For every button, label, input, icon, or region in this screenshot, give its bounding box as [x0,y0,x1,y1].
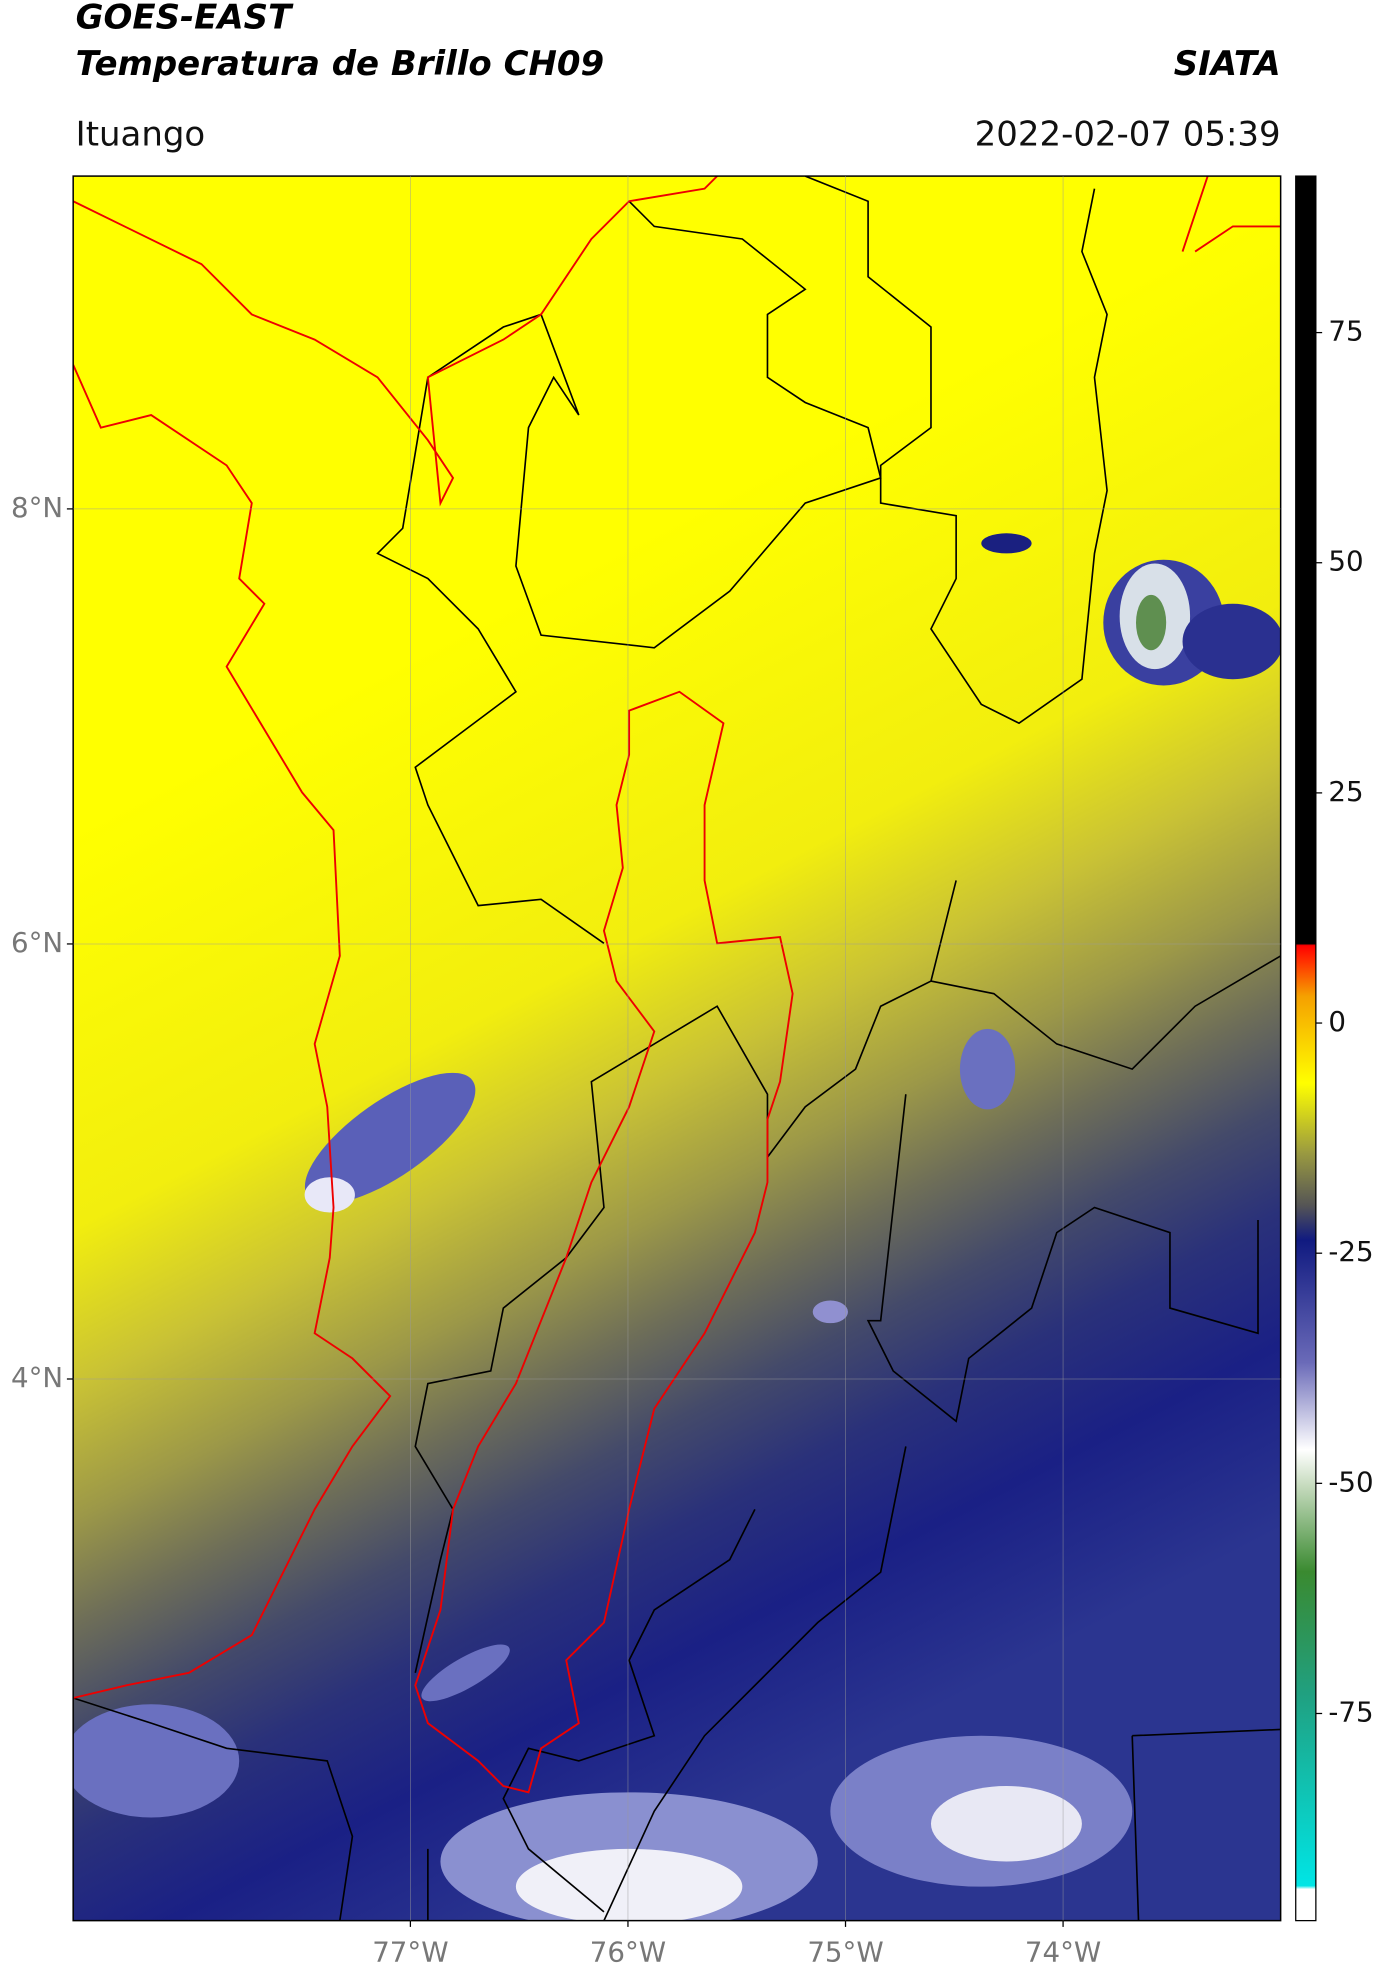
lon-tick-label: 75°W [807,1935,883,1968]
source: SIATA [1174,44,1281,84]
region: Ituango [76,114,206,154]
colorbar-tick-label: 25 [1328,775,1363,808]
lat-tick-label: 8°N [11,491,63,524]
colorbar [1295,175,1317,1922]
colorbar-tick-label: -25 [1328,1235,1373,1268]
colorbar-tick-label: -50 [1328,1465,1373,1498]
graticule: 8°N 6°N 4°N 77°W 76°W 75°W 74°W [11,176,1281,1968]
colorbar-tick-label: 50 [1328,545,1363,578]
colorbar-tick-label: 0 [1328,1005,1346,1038]
lat-tick-label: 6°N [11,926,63,959]
colorbar-ticks: 75 50 25 0 -25 -50 -75 [1315,315,1374,1728]
lon-tick-label: 77°W [372,1935,448,1968]
lon-tick-label: 74°W [1025,1935,1101,1968]
datetime: 2022-02-07 05:39 [975,114,1281,154]
product: Temperatura de Brillo CH09 [76,44,604,84]
colorbar-tick-label: -75 [1328,1695,1373,1728]
lon-tick-label: 76°W [590,1935,666,1968]
satellite: GOES-EAST [76,0,294,37]
colorbar-tick-label: 75 [1328,315,1363,348]
satellite-image [73,176,1281,1921]
lat-tick-label: 4°N [11,1361,63,1394]
map-frame [72,175,1282,1922]
